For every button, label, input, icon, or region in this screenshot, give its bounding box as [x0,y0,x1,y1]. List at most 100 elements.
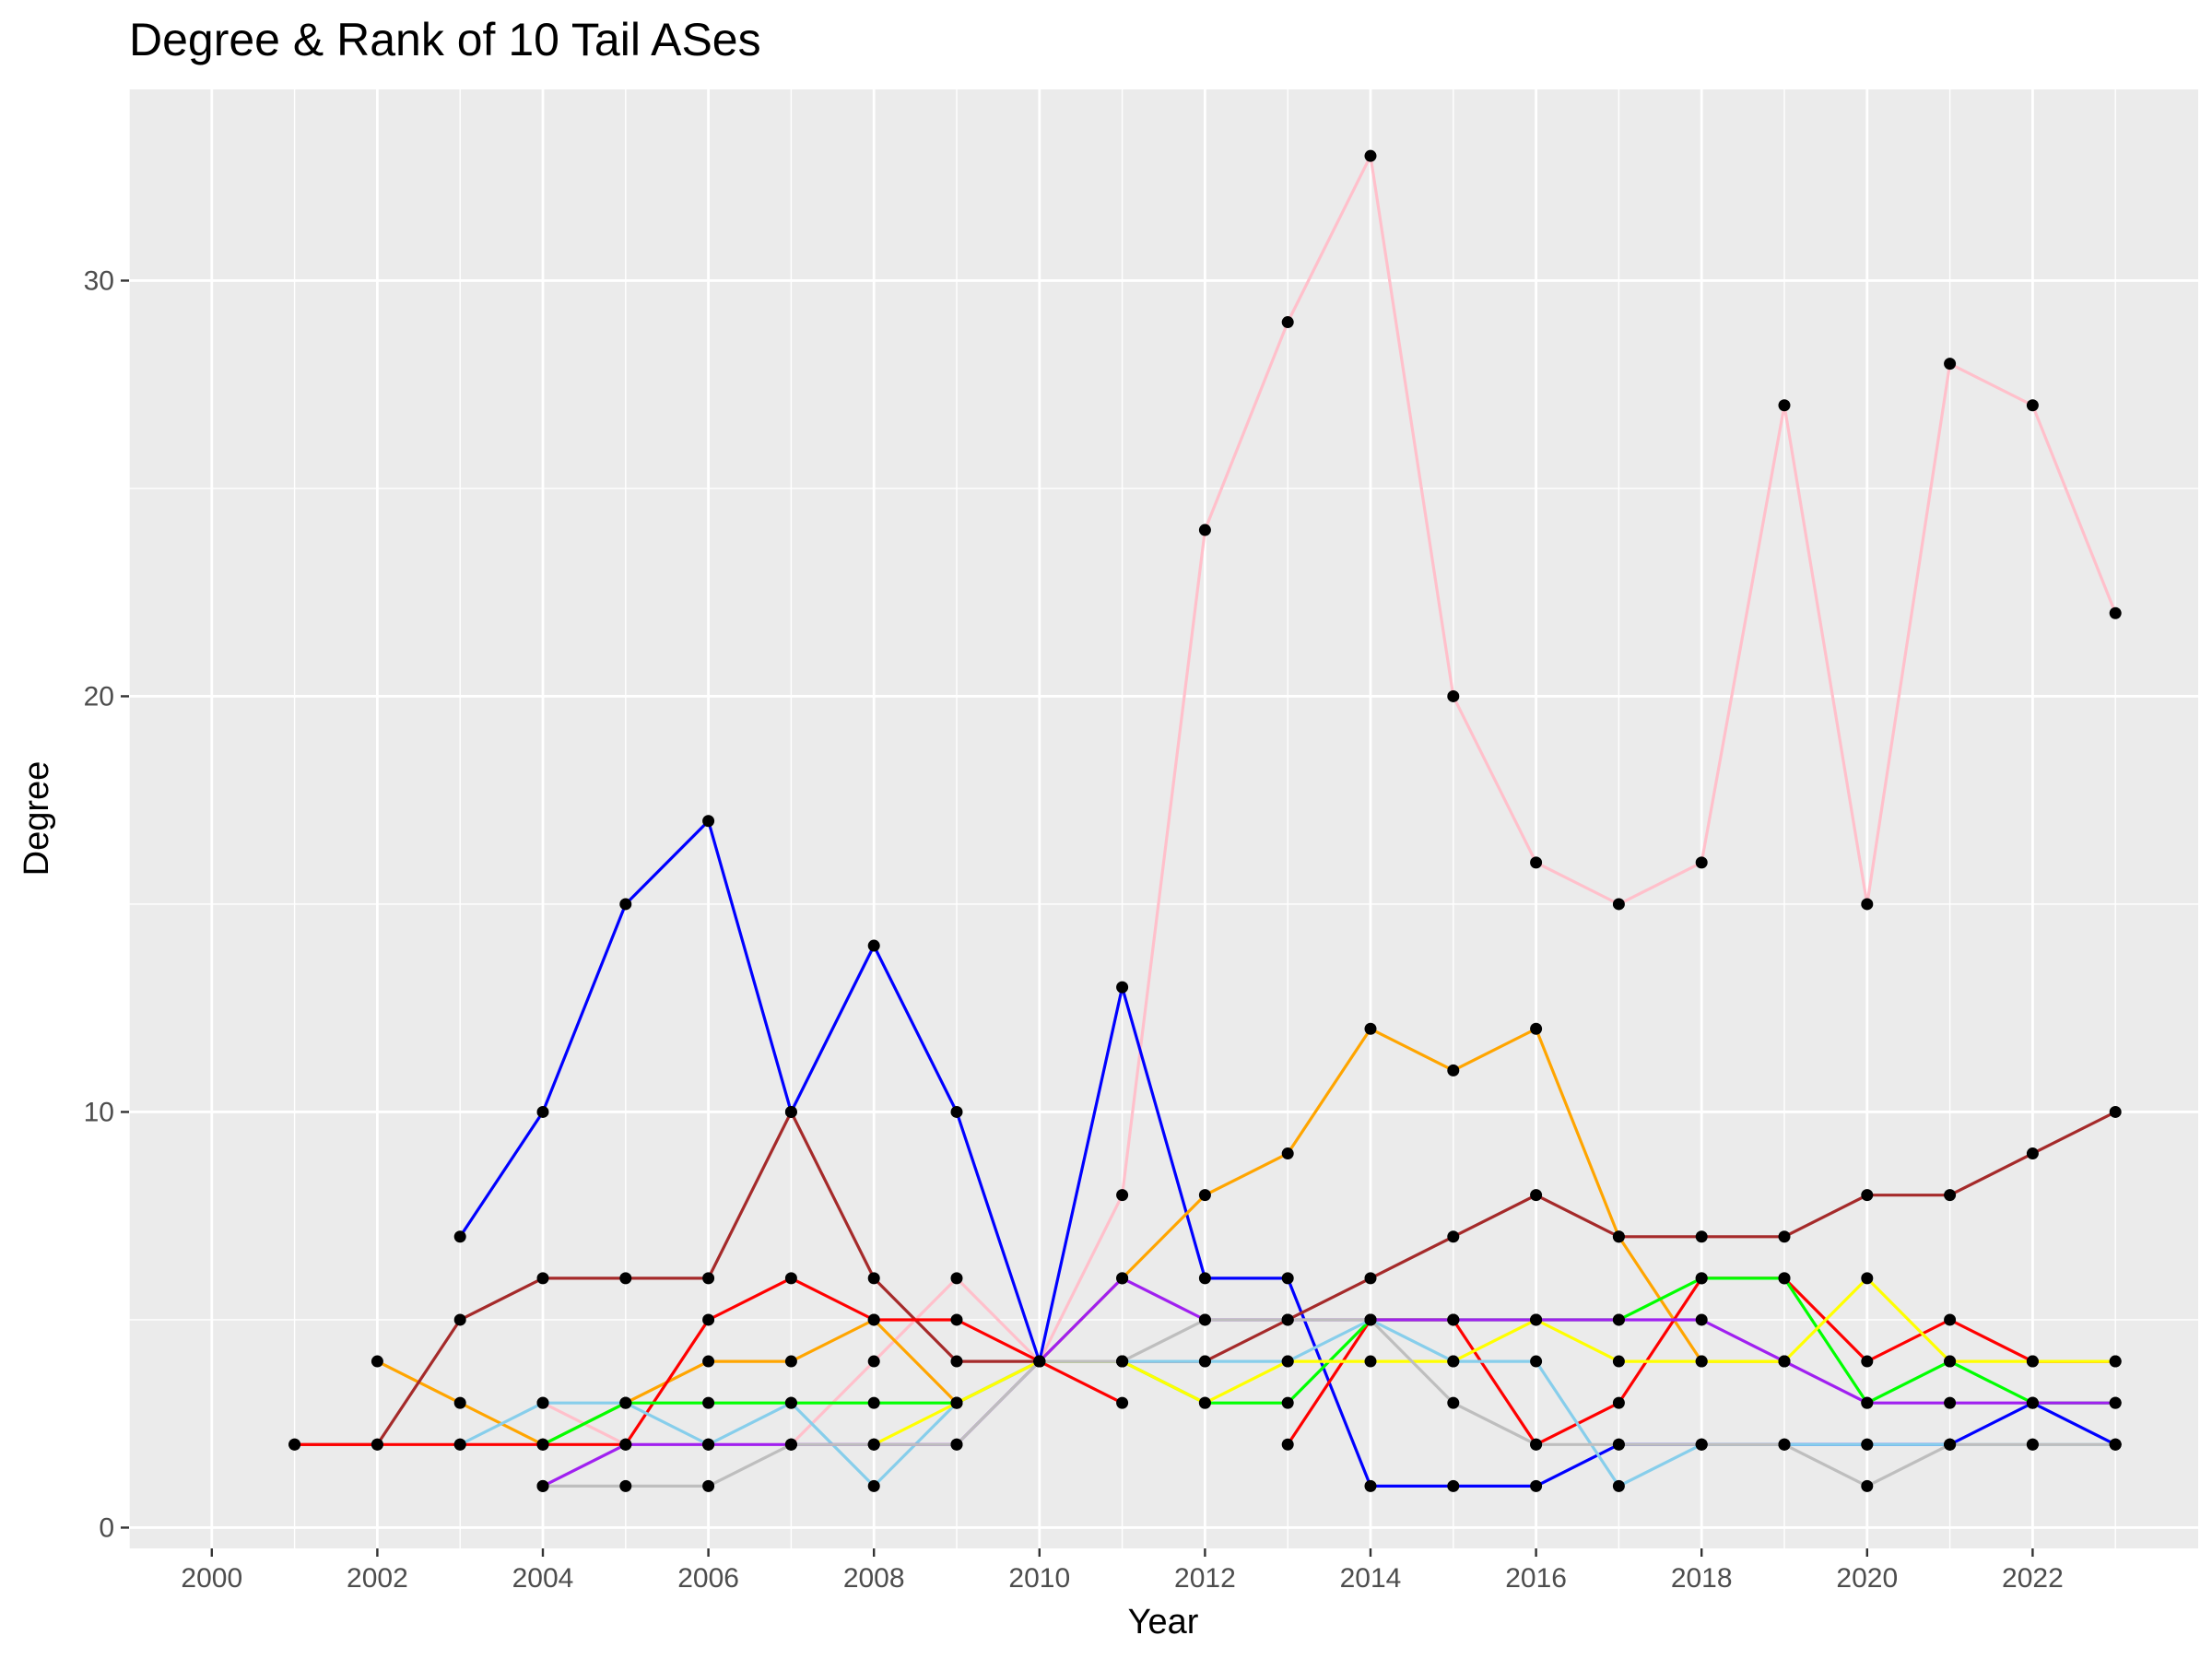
data-point [2026,1438,2039,1451]
data-point [1364,1272,1377,1285]
data-point [1364,1313,1377,1326]
data-point [1447,1396,1460,1409]
data-point [1861,1438,1874,1451]
data-point [1447,1355,1460,1368]
x-tick-label: 2004 [512,1563,574,1594]
data-point [702,1272,715,1285]
data-point [1861,898,1874,911]
data-point [1695,1272,1708,1285]
x-tick-label: 2012 [1174,1563,1236,1594]
data-point [784,1438,797,1451]
data-point [536,1479,549,1492]
data-point [867,1272,880,1285]
data-point [1116,1189,1129,1202]
y-tick-label: 20 [84,681,114,712]
data-point [1612,1396,1625,1409]
data-point [1695,1355,1708,1368]
data-point [1944,1355,1957,1368]
data-point [1530,1479,1543,1492]
data-point [619,1396,632,1409]
data-point [867,1355,880,1368]
data-point [784,1396,797,1409]
data-point [1281,1355,1294,1368]
data-point [1033,1355,1046,1368]
data-point [702,1355,715,1368]
data-point [1861,1396,1874,1409]
data-point [702,1438,715,1451]
data-point [784,1272,797,1285]
x-tick-label: 2018 [1671,1563,1733,1594]
minor-gridlines [128,89,2198,1548]
data-point [453,1230,466,1243]
data-point [2109,1396,2122,1409]
data-point [1695,856,1708,869]
data-point [2109,1355,2122,1368]
data-point [1778,1230,1791,1243]
data-point [1116,1272,1129,1285]
data-point [1861,1355,1874,1368]
data-point [371,1355,383,1368]
series-line [543,1318,2116,1488]
axis-ticks [121,279,2034,1557]
x-tick-label: 2020 [1836,1563,1898,1594]
data-point [950,1105,963,1118]
data-point [2026,1147,2039,1160]
data-point [1530,1022,1543,1035]
series-line [542,154,2117,1446]
x-tick-label: 2014 [1340,1563,1402,1594]
data-point [950,1396,963,1409]
data-point [1530,856,1543,869]
data-point [1281,1396,1294,1409]
data-point [950,1438,963,1451]
data-point [1116,1396,1129,1409]
data-point [1198,1313,1211,1326]
data-point [2026,1355,2039,1368]
data-point [2109,1105,2122,1118]
data-point [1364,149,1377,162]
data-point [784,1105,797,1118]
data-point [1944,1438,1957,1451]
data-point [1861,1272,1874,1285]
x-axis-title: Year [1128,1603,1199,1641]
x-tick-label: 2002 [347,1563,408,1594]
data-point [2109,1438,2122,1451]
data-point [784,1355,797,1368]
x-axis-tick-labels: 2000 2002 2004 2006 2008 2010 2012 2014 2016 2018… [181,1563,2063,1594]
data-point [1447,1230,1460,1243]
data-point [1778,1355,1791,1368]
data-point [1281,1147,1294,1160]
data-point [1778,1438,1791,1451]
x-tick-label: 2022 [2002,1563,2064,1594]
data-point [453,1313,466,1326]
chart-title: Degree & Rank of 10 Tail ASes [129,14,761,65]
data-point [536,1272,549,1285]
data-point [1447,1313,1460,1326]
data-point [1861,1189,1874,1202]
data-point [867,1479,880,1492]
data-point [1695,1313,1708,1326]
data-point [2026,1396,2039,1409]
y-tick-label: 30 [84,265,114,296]
data-point [2109,606,2122,619]
data-point [867,1396,880,1409]
data-point [1281,316,1294,329]
data-point [619,1438,632,1451]
data-point [1198,1396,1211,1409]
data-point [1447,1479,1460,1492]
data-point [1944,1189,1957,1202]
data-point [702,1479,715,1492]
data-point [1447,1064,1460,1077]
data-point [702,1396,715,1409]
y-tick-label: 10 [84,1097,114,1127]
data-point [950,1272,963,1285]
x-tick-label: 2010 [1008,1563,1070,1594]
data-point [1944,358,1957,371]
data-point [288,1438,301,1451]
data-point [536,1438,549,1451]
y-axis-tick-labels: 0 10 20 30 [84,265,114,1543]
data-point [1944,1313,1957,1326]
data-point [1530,1438,1543,1451]
y-axis-title: Degree [18,761,56,877]
data-point [867,939,880,952]
